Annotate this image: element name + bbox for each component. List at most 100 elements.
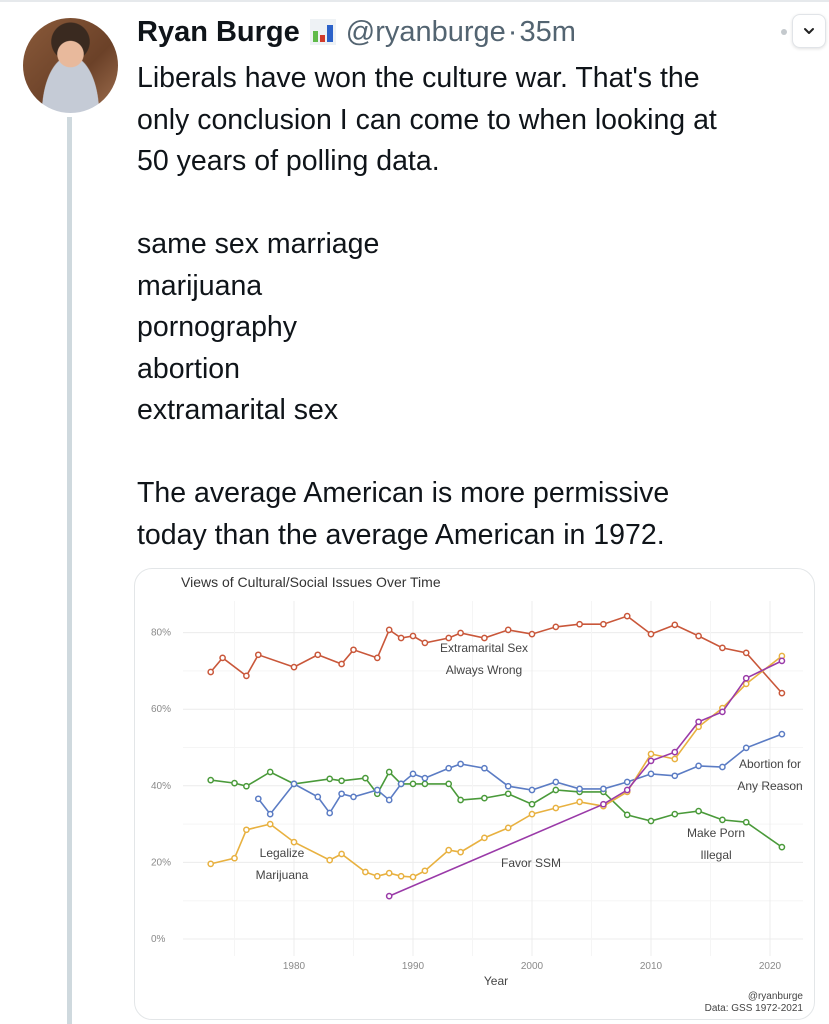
x-tick-label: 2000 (521, 961, 544, 972)
data-point (742, 818, 750, 826)
data-point (243, 672, 250, 680)
data-point (647, 750, 655, 758)
data-point (385, 869, 393, 877)
tweet-line: marijuana (137, 269, 263, 302)
data-point (623, 786, 631, 794)
data-point (338, 790, 345, 798)
series-group (207, 612, 786, 900)
data-point (671, 755, 679, 763)
author-name[interactable]: Ryan Burge (137, 15, 300, 48)
timestamp[interactable]: 35m (519, 15, 576, 48)
data-point (457, 760, 464, 768)
tweet-line: 50 years of polling data. (137, 145, 440, 177)
data-point (385, 768, 393, 776)
data-point (373, 786, 381, 794)
data-point (481, 634, 488, 642)
data-point (671, 621, 679, 629)
data-point (695, 718, 702, 726)
data-point (362, 868, 369, 876)
line-chart: Views of Cultural/Social Issues Over Tim… (151, 574, 803, 1014)
data-point (409, 873, 417, 881)
data-point (219, 654, 226, 662)
data-point (671, 810, 679, 818)
data-point (481, 794, 488, 802)
data-point (742, 649, 750, 657)
data-point (266, 810, 274, 818)
data-point (338, 660, 345, 668)
x-tick-label: 2020 (759, 961, 782, 972)
data-point (421, 780, 429, 788)
data-point (576, 798, 583, 806)
series-label-extramarital: Extramarital Sex (440, 641, 528, 655)
data-point (719, 644, 726, 652)
data-point (314, 793, 322, 801)
data-point (362, 774, 369, 782)
chart-title: Views of Cultural/Social Issues Over Tim… (181, 574, 441, 590)
data-point (350, 646, 357, 654)
y-tick-label: 0% (151, 934, 166, 945)
data-point (695, 807, 702, 815)
data-point (397, 872, 405, 880)
data-point (504, 782, 512, 790)
data-point (243, 782, 250, 790)
data-point (350, 793, 357, 801)
more-options-button[interactable] (792, 14, 826, 48)
data-point (600, 800, 607, 808)
data-point (719, 763, 726, 771)
data-point (445, 846, 453, 854)
x-tick-label: 1990 (402, 961, 425, 972)
series-label-marijuana: Marijuana (256, 868, 309, 882)
data-point (445, 764, 453, 772)
data-point (742, 744, 750, 752)
data-point (243, 826, 250, 834)
status-dot (781, 29, 787, 35)
y-tick-label: 60% (151, 704, 171, 715)
data-point (600, 620, 607, 628)
data-point (695, 632, 702, 640)
data-point (409, 770, 417, 778)
data-point (552, 778, 560, 786)
data-point (576, 620, 583, 628)
data-point (719, 708, 726, 716)
data-point (207, 668, 215, 676)
series-line-abortion (257, 733, 783, 816)
series-label-porn: Illegal (700, 848, 731, 862)
tweet-line: Liberals have won the culture war. That'… (137, 62, 700, 94)
tweet-line: The average American is more permissive (137, 477, 670, 509)
avatar[interactable] (23, 18, 118, 113)
data-point (647, 630, 655, 638)
data-point (719, 816, 726, 824)
tweet-line: same sex marriage (137, 228, 380, 260)
data-point (207, 776, 215, 784)
data-point (290, 780, 298, 788)
tweet-line: abortion (137, 352, 240, 385)
chart-image-card[interactable]: Views of Cultural/Social Issues Over Tim… (134, 568, 815, 1020)
thread-line (67, 117, 72, 1024)
data-point (254, 795, 262, 803)
author-handle[interactable]: @ryanburge (345, 15, 506, 48)
data-point (778, 843, 786, 851)
data-point (647, 817, 655, 825)
data-point (457, 796, 464, 804)
data-point (623, 778, 631, 786)
series-label-ssm: Favor SSM (501, 856, 561, 870)
data-point (647, 757, 655, 765)
series-ssm (385, 657, 786, 900)
data-point (600, 785, 607, 793)
series-label-extramarital: Always Wrong (446, 663, 522, 677)
tweet-line: only conclusion I can come to when looki… (137, 103, 717, 136)
data-point (421, 867, 429, 875)
data-point (445, 634, 453, 642)
series-line-extramarital (210, 615, 783, 694)
data-point (397, 780, 405, 788)
y-axis: 0% 20% 40% 60% 80% (151, 628, 171, 945)
data-point (457, 848, 464, 856)
series-labels: Extramarital Sex Always Wrong Make Porn Ill… (256, 641, 803, 882)
data-point (385, 626, 393, 634)
data-point (528, 800, 536, 808)
tweet-line: extramarital sex (137, 394, 339, 426)
data-point (528, 630, 536, 638)
tweet-text: Liberals have won the culture war. That'… (137, 58, 817, 556)
data-point (671, 748, 679, 756)
data-point (778, 730, 786, 738)
